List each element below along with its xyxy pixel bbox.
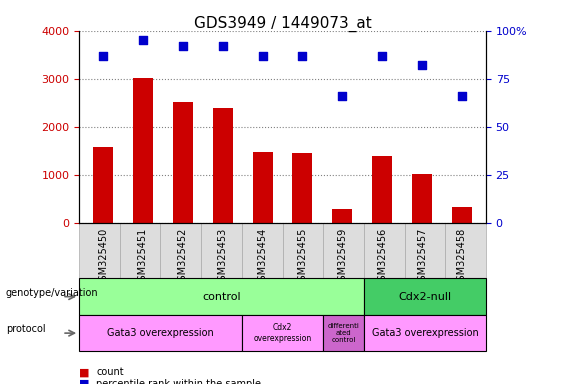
Point xyxy=(98,53,107,59)
Point xyxy=(418,62,427,68)
Point xyxy=(258,53,267,59)
Text: control: control xyxy=(202,291,241,302)
Text: genotype/variation: genotype/variation xyxy=(6,288,98,298)
Point xyxy=(138,37,147,43)
Bar xyxy=(212,109,233,223)
Bar xyxy=(133,78,153,223)
Text: Cdx2-null: Cdx2-null xyxy=(398,291,451,302)
Bar xyxy=(93,147,113,223)
Point xyxy=(458,93,467,99)
Text: Gata3 overexpression: Gata3 overexpression xyxy=(372,328,478,338)
Text: GDS3949 / 1449073_at: GDS3949 / 1449073_at xyxy=(194,15,371,31)
Point xyxy=(298,53,307,59)
Bar xyxy=(173,102,193,223)
Bar xyxy=(253,152,272,223)
Text: protocol: protocol xyxy=(6,324,45,334)
Text: percentile rank within the sample: percentile rank within the sample xyxy=(96,379,261,384)
Point xyxy=(377,53,386,59)
Text: Gata3 overexpression: Gata3 overexpression xyxy=(107,328,214,338)
Text: differenti
ated
control: differenti ated control xyxy=(328,323,359,343)
Bar xyxy=(332,209,353,223)
Bar xyxy=(372,156,392,223)
Point xyxy=(179,43,188,49)
Text: ■: ■ xyxy=(79,367,90,377)
Bar xyxy=(412,174,432,223)
Text: Cdx2
overexpression: Cdx2 overexpression xyxy=(253,323,312,343)
Point xyxy=(338,93,347,99)
Bar xyxy=(293,152,312,223)
Text: count: count xyxy=(96,367,124,377)
Bar xyxy=(452,207,472,223)
Point xyxy=(218,43,227,49)
Text: ■: ■ xyxy=(79,379,90,384)
